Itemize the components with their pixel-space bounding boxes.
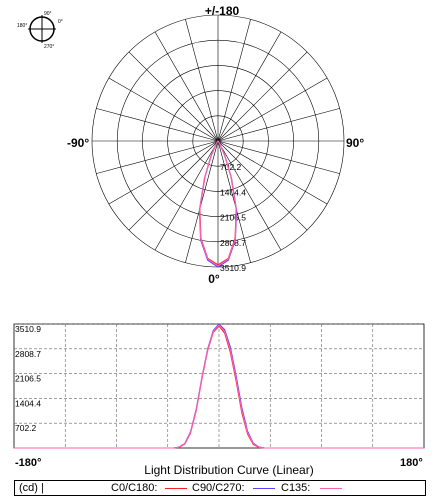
legend-unit: (cd) |	[19, 482, 44, 494]
polar-spoke	[217, 140, 282, 251]
linear-grid	[13, 323, 425, 449]
legend: (cd) | C0/C180: C90/C270: C135:	[14, 480, 426, 496]
polar-spoke	[185, 140, 219, 263]
polar-tick-label: 702.2	[220, 162, 242, 172]
polar-spoke	[217, 140, 328, 205]
polar-tick-label: 3510.9	[220, 263, 246, 273]
orientation-inset-icon: 90° 0° 180° 270°	[17, 11, 63, 50]
linear-y-tick-label: 702.2	[15, 423, 37, 433]
polar-spoke	[217, 140, 340, 174]
linear-x-axis-label: Light Distribution Curve (Linear)	[144, 463, 313, 477]
legend-label-c135: C135:	[281, 482, 311, 494]
inset-label-180: 180°	[17, 23, 27, 29]
polar-spoke	[154, 31, 219, 142]
polar-spoke	[217, 19, 251, 142]
polar-label-top: +/-180	[205, 4, 240, 18]
linear-y-tick-label: 1404.4	[15, 398, 41, 408]
polar-spoke	[185, 19, 219, 142]
linear-y-tick-label: 2808.7	[15, 349, 41, 359]
polar-spoke	[217, 51, 308, 142]
polar-spoke	[217, 108, 340, 142]
linear-y-tick-labels: 702.2 1404.4 2106.5 2808.7 3510.9	[15, 324, 41, 433]
legend-label-c90: C90/C270:	[192, 482, 245, 494]
legend-swatch-c90	[253, 488, 275, 489]
polar-spoke	[96, 140, 219, 174]
polar-label-bottom: 0°	[208, 272, 220, 286]
inset-label-270: 270°	[44, 44, 54, 50]
inset-label-0: 0°	[58, 19, 63, 25]
polar-spoke	[217, 140, 308, 231]
linear-y-tick-label: 3510.9	[15, 324, 41, 334]
polar-spoke	[128, 140, 219, 231]
polar-spoke	[108, 140, 219, 205]
polar-spoke	[108, 77, 219, 142]
polar-curves	[198, 140, 238, 268]
polar-spoke	[217, 77, 328, 142]
legend-swatch-c0	[165, 488, 187, 489]
linear-series-C135	[14, 324, 424, 449]
polar-spoke	[96, 108, 219, 142]
legend-swatch-c135	[320, 488, 342, 489]
polar-label-right: 90°	[346, 136, 364, 150]
polar-spoke	[128, 51, 219, 142]
linear-y-tick-label: 2106.5	[15, 374, 41, 384]
legend-label-c0: C0/C180:	[111, 482, 158, 494]
linear-x-tick-min: -180°	[15, 457, 41, 469]
polar-spoke	[217, 31, 282, 142]
linear-x-tick-max: 180°	[400, 457, 423, 469]
inset-label-90: 90°	[44, 11, 52, 17]
polar-tick-label: 2106.5	[220, 213, 246, 223]
linear-curves	[14, 323, 424, 449]
polar-grid	[91, 14, 345, 268]
polar-spoke	[217, 140, 251, 263]
polar-label-left: -90°	[67, 136, 89, 150]
polar-series-C135	[199, 140, 237, 267]
polar-spoke	[154, 140, 219, 251]
